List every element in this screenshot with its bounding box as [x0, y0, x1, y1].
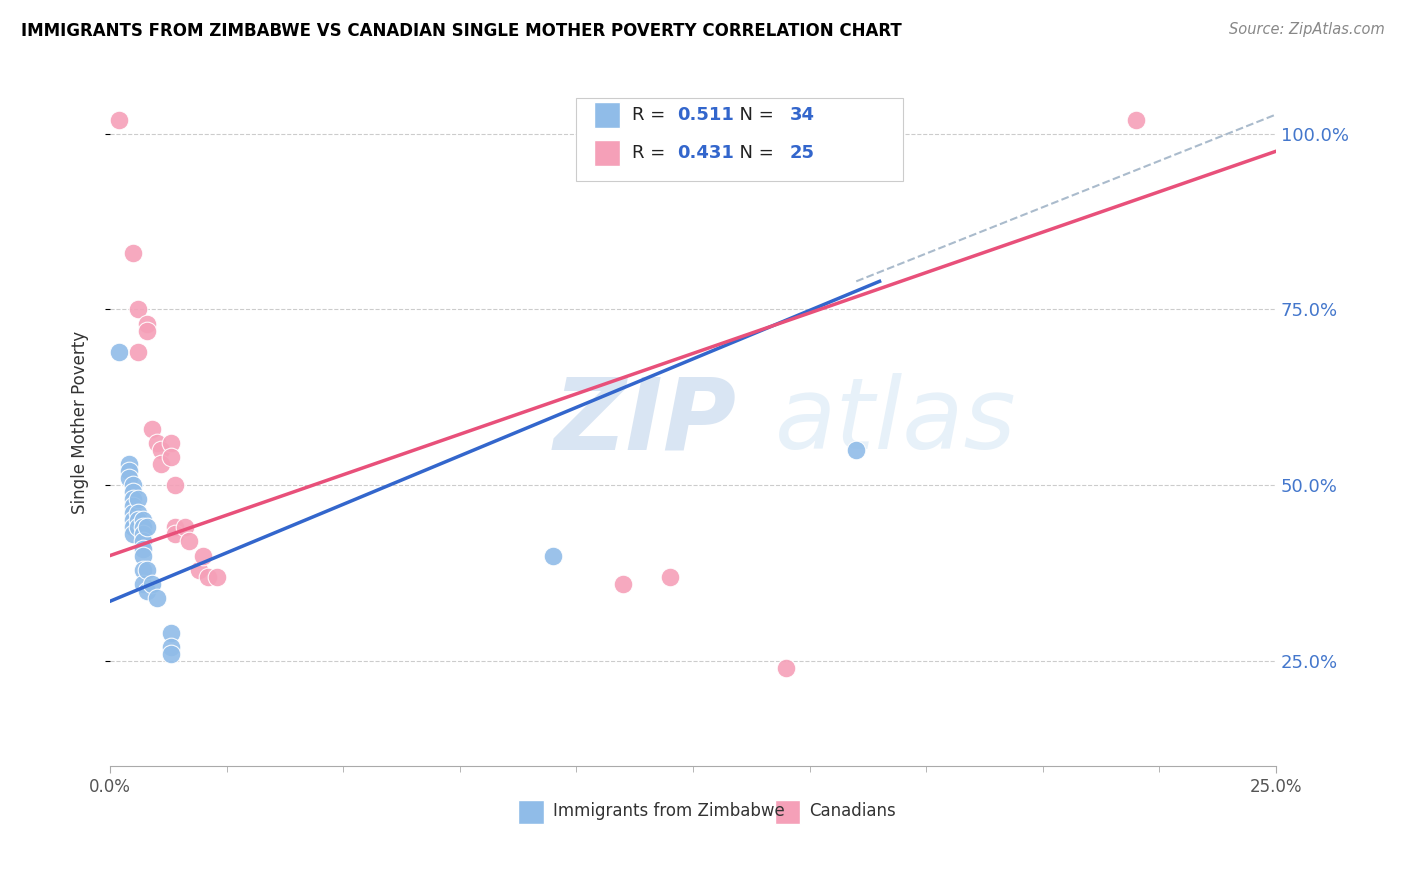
- FancyBboxPatch shape: [593, 140, 620, 166]
- Text: Canadians: Canadians: [810, 802, 897, 821]
- Text: 0.511: 0.511: [676, 106, 734, 124]
- Text: 25: 25: [790, 145, 815, 162]
- Point: [122, 478, 145, 492]
- Text: atlas: atlas: [775, 374, 1017, 470]
- Point: [193, 549, 215, 563]
- Point: [145, 436, 167, 450]
- Point: [136, 520, 159, 534]
- Point: [136, 583, 159, 598]
- Point: [118, 457, 141, 471]
- Point: [141, 422, 163, 436]
- Point: [159, 647, 181, 661]
- Point: [127, 507, 149, 521]
- Text: ZIP: ZIP: [553, 374, 737, 470]
- Point: [122, 492, 145, 507]
- Point: [541, 549, 564, 563]
- Point: [132, 576, 155, 591]
- Point: [150, 443, 173, 458]
- Point: [187, 563, 209, 577]
- Point: [845, 443, 868, 458]
- Point: [136, 317, 159, 331]
- Point: [165, 478, 187, 492]
- Point: [159, 626, 181, 640]
- Point: [165, 527, 187, 541]
- Point: [612, 576, 634, 591]
- Point: [122, 520, 145, 534]
- Point: [207, 569, 229, 583]
- Point: [127, 492, 149, 507]
- Text: Immigrants from Zimbabwe: Immigrants from Zimbabwe: [553, 802, 785, 821]
- Point: [127, 513, 149, 527]
- Point: [136, 563, 159, 577]
- Y-axis label: Single Mother Poverty: Single Mother Poverty: [72, 330, 89, 514]
- Point: [118, 471, 141, 485]
- Point: [122, 513, 145, 527]
- Point: [122, 527, 145, 541]
- Point: [136, 324, 159, 338]
- Text: N =: N =: [728, 145, 779, 162]
- Point: [132, 513, 155, 527]
- Point: [127, 520, 149, 534]
- Point: [658, 569, 681, 583]
- Point: [159, 436, 181, 450]
- Point: [122, 507, 145, 521]
- Point: [122, 500, 145, 514]
- Point: [197, 569, 219, 583]
- Point: [165, 520, 187, 534]
- Text: 34: 34: [790, 106, 815, 124]
- Point: [132, 541, 155, 556]
- FancyBboxPatch shape: [519, 799, 544, 823]
- Point: [159, 640, 181, 654]
- Point: [141, 576, 163, 591]
- Point: [173, 520, 195, 534]
- Text: 0.431: 0.431: [676, 145, 734, 162]
- Point: [132, 534, 155, 549]
- Point: [108, 112, 131, 127]
- Point: [132, 549, 155, 563]
- Point: [150, 457, 173, 471]
- Point: [1125, 112, 1147, 127]
- Point: [159, 450, 181, 464]
- Point: [132, 563, 155, 577]
- Text: R =: R =: [633, 106, 672, 124]
- Point: [132, 520, 155, 534]
- Text: IMMIGRANTS FROM ZIMBABWE VS CANADIAN SINGLE MOTHER POVERTY CORRELATION CHART: IMMIGRANTS FROM ZIMBABWE VS CANADIAN SIN…: [21, 22, 901, 40]
- Text: N =: N =: [728, 106, 779, 124]
- FancyBboxPatch shape: [775, 799, 800, 823]
- Point: [122, 485, 145, 500]
- FancyBboxPatch shape: [593, 103, 620, 128]
- Text: R =: R =: [633, 145, 672, 162]
- Text: Source: ZipAtlas.com: Source: ZipAtlas.com: [1229, 22, 1385, 37]
- Point: [118, 464, 141, 478]
- Point: [127, 302, 149, 317]
- Point: [775, 661, 797, 675]
- Point: [145, 591, 167, 605]
- Point: [127, 344, 149, 359]
- FancyBboxPatch shape: [576, 98, 903, 181]
- Point: [132, 527, 155, 541]
- Point: [122, 246, 145, 260]
- Point: [179, 534, 201, 549]
- Point: [108, 344, 131, 359]
